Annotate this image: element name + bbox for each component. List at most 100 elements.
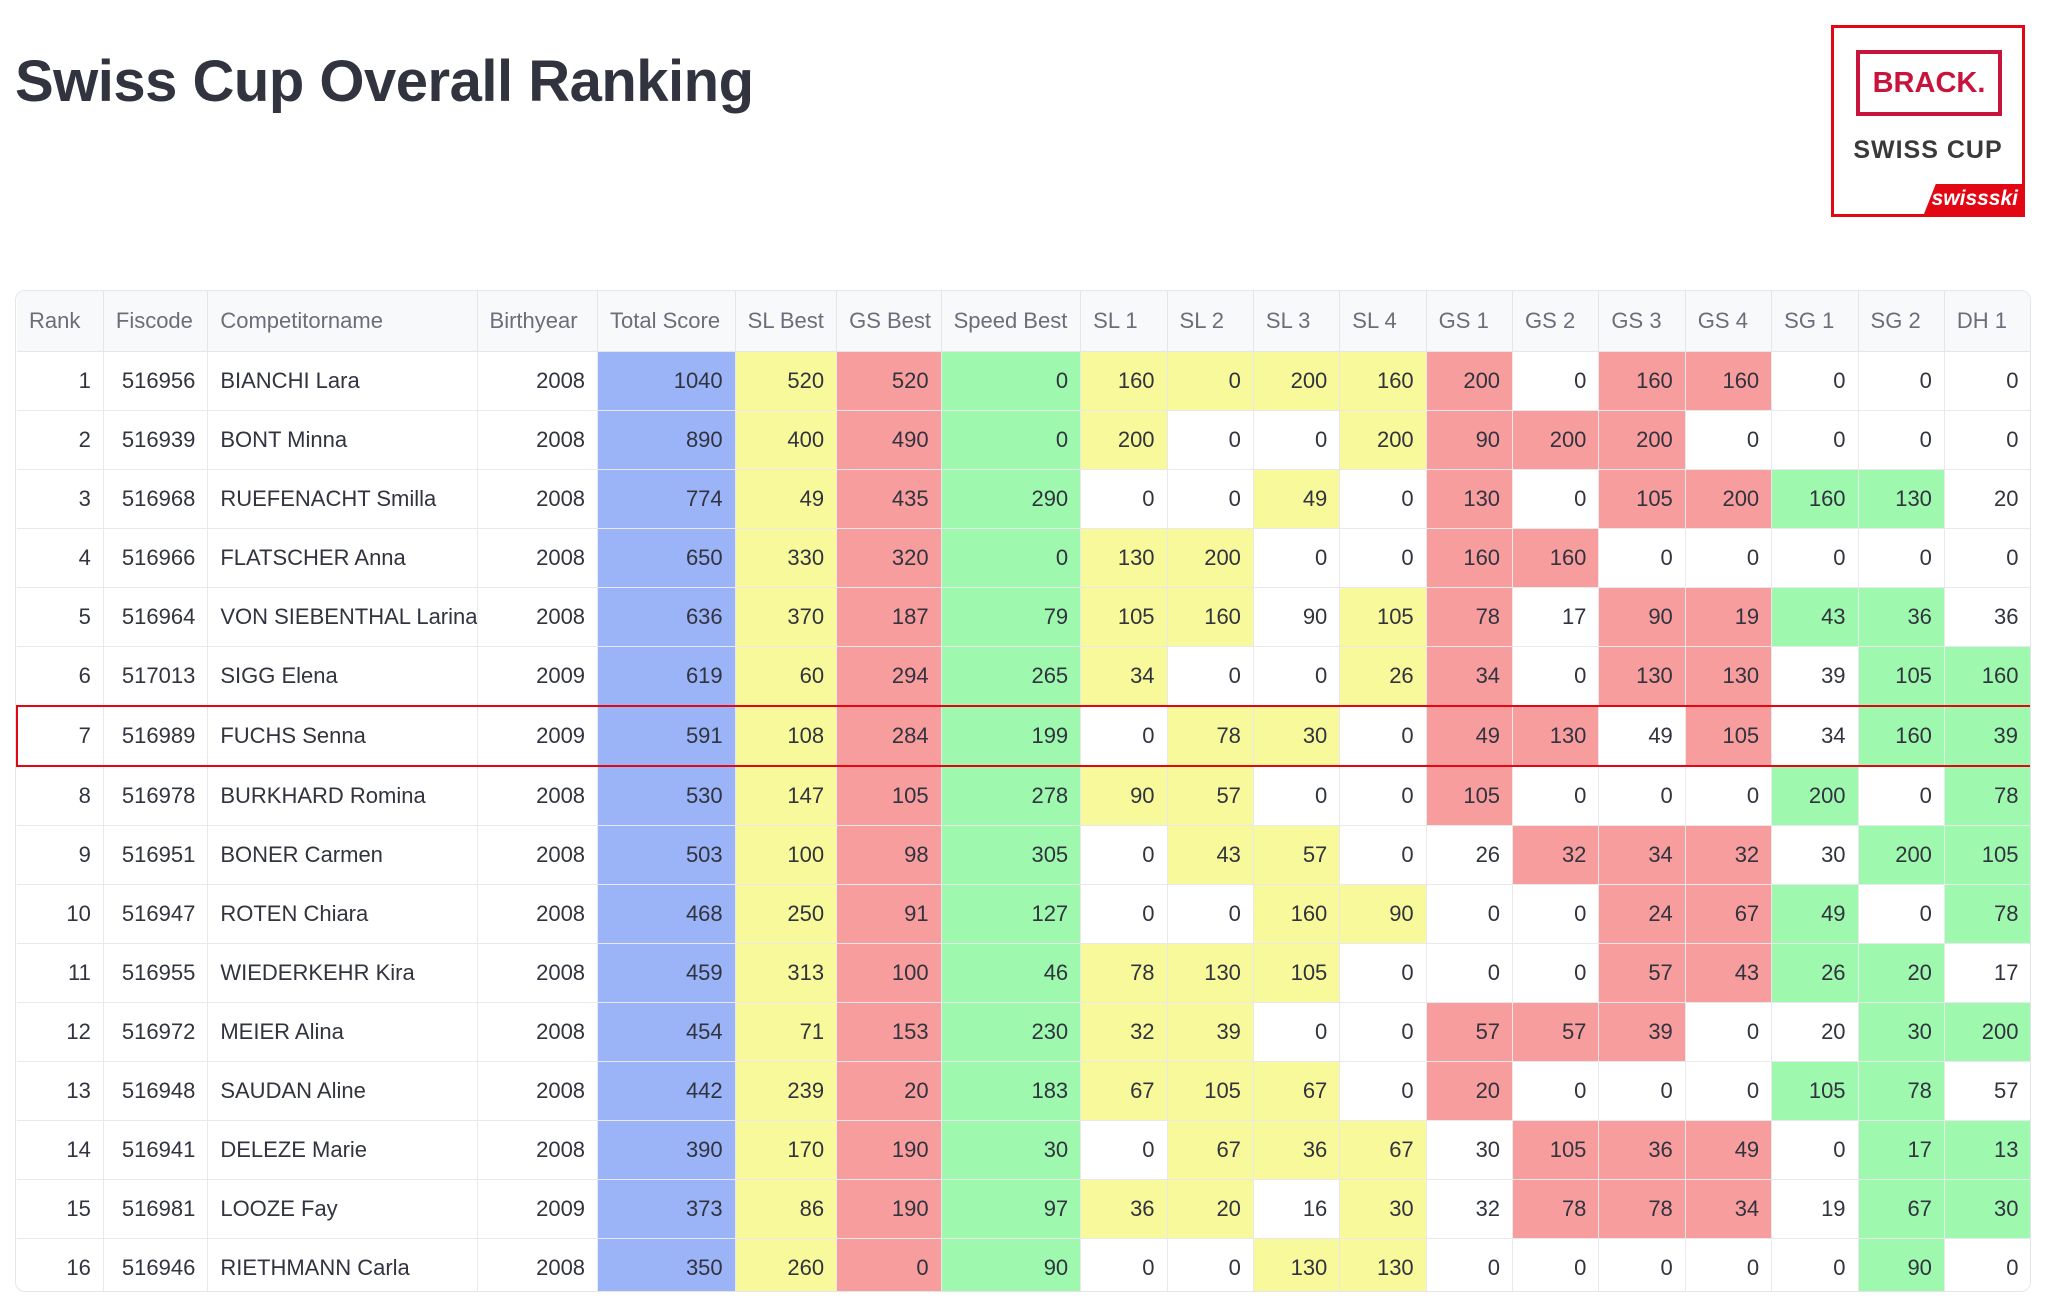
cell-sl-best: 313 [735, 943, 838, 1003]
column-header-birthyear[interactable]: Birthyear [477, 291, 599, 352]
cell-gs-4: 105 [1685, 705, 1773, 767]
cell-gs-2: 0 [1512, 351, 1600, 411]
cell-competitorname: WIEDERKEHR Kira [207, 943, 478, 1003]
cell-sl-3: 90 [1253, 587, 1341, 647]
cell-competitorname: BIANCHI Lara [207, 351, 478, 411]
table-row[interactable]: 6 517013 SIGG Elena 2009 619 60 294 265 34 0 0 26 34… [17, 646, 2030, 707]
cell-dh-1: 30 [1944, 1179, 2030, 1239]
cell-birthyear: 2008 [477, 351, 599, 411]
column-header-sl-4[interactable]: SL 4 [1339, 291, 1427, 352]
cell-sl-3: 200 [1253, 351, 1341, 411]
cell-dh-1: 20 [1944, 469, 2030, 529]
table-row[interactable]: 15 516981 LOOZE Fay 2009 373 86 190 97 36 20 16 30 3… [17, 1179, 2030, 1239]
cell-competitorname: LOOZE Fay [207, 1179, 478, 1239]
table-row[interactable]: 7 516989 FUCHS Senna 2009 591 108 284 199 0 78 30 0… [16, 705, 2030, 767]
cell-sl-3: 160 [1253, 884, 1341, 944]
cell-sl-1: 130 [1080, 528, 1168, 588]
column-header-competitorname[interactable]: Competitorname [207, 291, 478, 352]
column-header-gs-best[interactable]: GS Best [836, 291, 942, 352]
cell-sl-3: 16 [1253, 1179, 1341, 1239]
cell-fiscode: 516948 [103, 1061, 209, 1121]
cell-sl-2: 78 [1167, 705, 1254, 767]
table-row[interactable]: 10 516947 ROTEN Chiara 2008 468 250 91 127 0 0 160… [17, 884, 2030, 944]
cell-fiscode: 517013 [103, 646, 209, 707]
cell-sg-2: 67 [1858, 1179, 1945, 1239]
column-header-rank[interactable]: Rank [17, 291, 104, 352]
table-row[interactable]: 12 516972 MEIER Alina 2008 454 71 153 230 32 39 0 0… [17, 1002, 2030, 1062]
column-header-sl-2[interactable]: SL 2 [1167, 291, 1254, 352]
cell-sl-best: 250 [735, 884, 838, 944]
cell-sl-2: 43 [1167, 825, 1254, 885]
cell-gs-4: 34 [1685, 1179, 1773, 1239]
table-row[interactable]: 3 516968 RUEFENACHT Smilla 2008 774 49 435 290 0… [17, 469, 2030, 529]
cell-rank: 12 [17, 1002, 104, 1062]
table-row[interactable]: 9 516951 BONER Carmen 2008 503 100 98 305 0 43 57 0… [17, 825, 2030, 885]
cell-gs-2: 78 [1512, 1179, 1600, 1239]
cell-sl-1: 105 [1080, 587, 1168, 647]
column-header-gs-4[interactable]: GS 4 [1685, 291, 1773, 352]
cell-sl-4: 0 [1339, 469, 1427, 529]
cell-gs-best: 294 [836, 646, 942, 707]
cell-sg-1: 34 [1771, 705, 1859, 767]
cell-competitorname: RUEFENACHT Smilla [207, 469, 478, 529]
cell-sl-best: 239 [735, 1061, 838, 1121]
cell-rank: 14 [17, 1120, 104, 1180]
column-header-sl-1[interactable]: SL 1 [1080, 291, 1168, 352]
column-header-sl-3[interactable]: SL 3 [1253, 291, 1341, 352]
table-row[interactable]: 14 516941 DELEZE Marie 2008 390 170 190 30 0 67 36… [17, 1120, 2030, 1180]
table-row[interactable]: 11 516955 WIEDERKEHR Kira 2008 459 313 100 46 78… [17, 943, 2030, 1003]
cell-sl-4: 90 [1339, 884, 1427, 944]
cell-sl-4: 30 [1339, 1179, 1427, 1239]
table-row[interactable]: 8 516978 BURKHARD Romina 2008 530 147 105 278 90… [17, 766, 2030, 826]
cell-sg-1: 20 [1771, 1002, 1859, 1062]
cell-gs-2: 160 [1512, 528, 1600, 588]
cell-dh-1: 0 [1944, 351, 2030, 411]
cell-birthyear: 2008 [477, 825, 599, 885]
cell-gs-4: 43 [1685, 943, 1773, 1003]
cell-sl-2: 0 [1167, 351, 1254, 411]
cell-total-score: 350 [597, 1238, 736, 1291]
cell-birthyear: 2008 [477, 766, 599, 826]
cell-competitorname: DELEZE Marie [207, 1120, 478, 1180]
cell-rank: 16 [17, 1238, 104, 1291]
column-header-dh-1[interactable]: DH 1 [1944, 291, 2030, 352]
column-header-sl-best[interactable]: SL Best [735, 291, 838, 352]
table-row[interactable]: 1 516956 BIANCHI Lara 2008 1040 520 520 0 160 0 20… [17, 351, 2030, 411]
cell-sl-best: 86 [735, 1179, 838, 1239]
ranking-table-container[interactable]: Rank Fiscode Competitorname Birthyear Total … [15, 290, 2031, 1292]
cell-competitorname: ROTEN Chiara [207, 884, 478, 944]
page-title: Swiss Cup Overall Ranking [15, 49, 754, 114]
table-row[interactable]: 5 516964 VON SIEBENTHAL Larina 2008 636 370 18… [17, 587, 2030, 647]
cell-gs-best: 153 [836, 1002, 942, 1062]
cell-gs-best: 490 [836, 410, 942, 470]
column-header-sg-1[interactable]: SG 1 [1771, 291, 1859, 352]
cell-sl-best: 400 [735, 410, 838, 470]
cell-sl-best: 100 [735, 825, 838, 885]
column-header-sg-2[interactable]: SG 2 [1858, 291, 1945, 352]
cell-total-score: 442 [597, 1061, 736, 1121]
table-row[interactable]: 16 516946 RIETHMANN Carla 2008 350 260 0 90 0 0 13… [17, 1238, 2030, 1291]
table-row[interactable]: 4 516966 FLATSCHER Anna 2008 650 330 320 0 130 20… [17, 528, 2030, 588]
column-header-gs-2[interactable]: GS 2 [1512, 291, 1600, 352]
cell-competitorname: SIGG Elena [207, 646, 478, 707]
cell-gs-4: 0 [1685, 528, 1773, 588]
cell-sl-3: 0 [1253, 646, 1341, 707]
column-header-fiscode[interactable]: Fiscode [103, 291, 209, 352]
cell-gs-4: 0 [1685, 1238, 1773, 1291]
cell-birthyear: 2008 [477, 528, 599, 588]
column-header-gs-1[interactable]: GS 1 [1426, 291, 1514, 352]
cell-gs-best: 190 [836, 1179, 942, 1239]
cell-gs-4: 130 [1685, 646, 1773, 707]
table-row[interactable]: 2 516939 BONT Minna 2008 890 400 490 0 200 0 0 200 9… [17, 410, 2030, 470]
cell-gs-best: 0 [836, 1238, 942, 1291]
cell-fiscode: 516989 [103, 705, 209, 767]
column-header-gs-3[interactable]: GS 3 [1598, 291, 1686, 352]
table-row[interactable]: 13 516948 SAUDAN Aline 2008 442 239 20 183 67 105… [17, 1061, 2030, 1121]
cell-dh-1: 160 [1944, 646, 2030, 707]
column-header-speed-best[interactable]: Speed Best [941, 291, 1082, 352]
cell-dh-1: 36 [1944, 587, 2030, 647]
column-header-total-score[interactable]: Total Score [597, 291, 736, 352]
cell-rank: 6 [17, 646, 104, 707]
cell-sg-1: 200 [1771, 766, 1859, 826]
cell-sl-best: 49 [735, 469, 838, 529]
